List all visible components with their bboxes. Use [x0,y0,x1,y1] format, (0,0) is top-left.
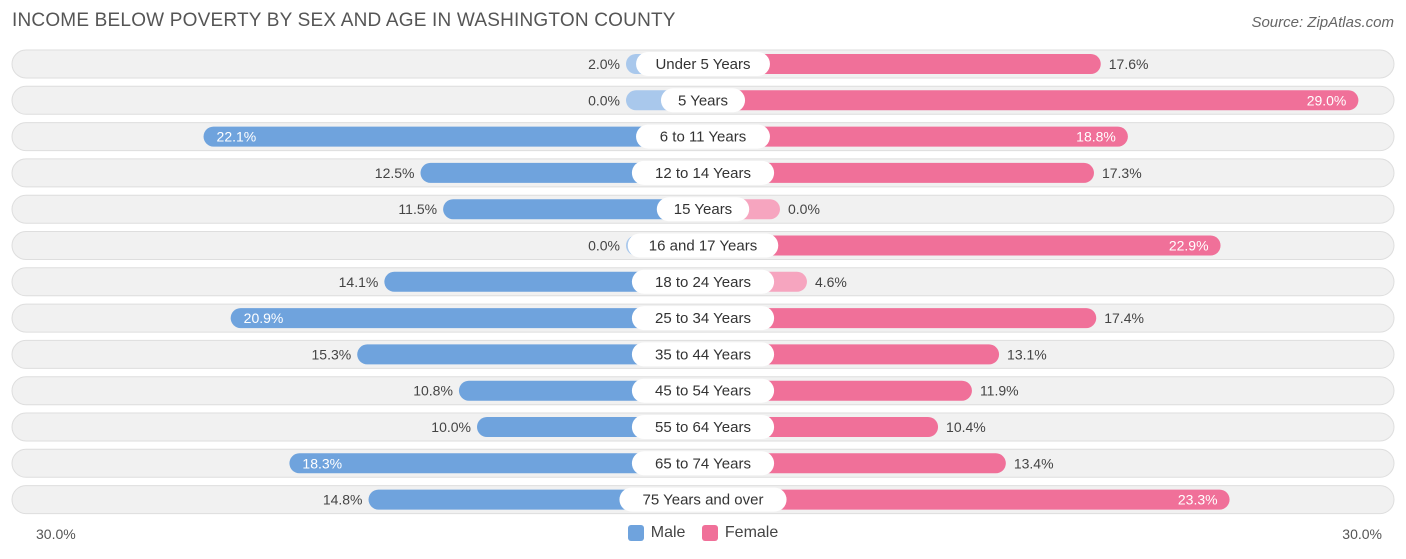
male-value-label: 18.3% [302,455,342,471]
category-label-bg [631,415,775,439]
female-value-label: 13.1% [1007,346,1047,362]
female-bar [703,344,1000,365]
male-value-label: 10.8% [413,383,453,399]
category-label: 65 to 74 Years [655,455,751,472]
axis-right-label: 30.0% [1342,526,1382,542]
male-value-label: 0.0% [588,92,620,108]
male-bar [357,344,703,365]
female-bar [703,126,1128,147]
male-value-label: 14.8% [323,492,363,508]
female-value-label: 0.0% [788,201,820,217]
legend-male-swatch [627,525,644,541]
female-value-label: 4.6% [815,274,847,290]
female-value-label: 17.6% [1109,56,1149,72]
female-bar [703,54,1101,74]
category-label-bg [631,160,775,185]
category-label-bg [619,487,787,512]
female-value-label: 22.9% [1169,238,1209,254]
male-bar [289,453,703,474]
female-value-label: 23.3% [1178,492,1218,508]
male-value-label: 12.5% [375,165,415,181]
category-label: 75 Years and over [643,492,764,509]
legend-female-label: Female [724,524,779,541]
category-label-bg [636,124,770,149]
male-bar [230,308,703,329]
chart-title: INCOME BELOW POVERTY BY SEX AND AGE IN W… [12,10,676,31]
category-label: 15 Years [674,201,732,218]
category-label: 35 to 44 Years [655,346,751,363]
category-label: 25 to 34 Years [655,310,751,327]
source-label: Source: ZipAtlas.com [1251,14,1394,31]
female-value-label: 17.4% [1104,310,1144,326]
category-label: 45 to 54 Years [655,383,751,400]
category-label: 6 to 11 Years [660,129,746,146]
female-bar [703,90,1359,111]
female-value-label: 29.0% [1307,92,1347,108]
female-bar [703,308,1097,329]
category-label-bg [656,197,750,222]
male-bar [443,199,703,220]
female-bar [703,162,1094,183]
category-label-bg [636,52,770,76]
male-value-label: 11.5% [398,201,437,217]
category-label: 12 to 14 Years [655,165,751,182]
category-label-bg [631,378,775,403]
female-bar [703,489,1230,510]
male-bar [384,271,703,292]
legend: Male Female [0,524,1406,546]
male-bar [420,162,703,183]
male-value-label: 10.0% [431,419,471,435]
female-value-label: 17.3% [1102,165,1142,181]
female-bar [703,235,1221,256]
male-value-label: 22.1% [217,129,257,145]
female-value-label: 10.4% [946,419,986,435]
legend-male: Male [627,524,686,542]
legend-female: Female [701,524,779,542]
category-label-bg [627,233,779,258]
category-label: Under 5 Years [655,56,750,73]
category-label: 5 Years [678,92,728,109]
male-bar [203,126,704,147]
female-bar [703,453,1006,474]
category-label-bg [631,306,775,331]
category-label: 18 to 24 Years [655,274,751,291]
male-value-label: 0.0% [588,238,620,254]
female-value-label: 11.9% [980,383,1019,399]
male-value-label: 2.0% [588,56,620,72]
axis-left-label: 30.0% [36,526,76,542]
male-bar [368,489,703,510]
category-label-bg [631,342,775,367]
male-value-label: 15.3% [312,346,352,362]
category-label: 55 to 64 Years [655,419,751,436]
category-label: 16 and 17 Years [649,238,757,255]
category-label-bg [631,269,775,294]
category-label-bg [660,88,746,113]
female-value-label: 13.4% [1014,455,1054,471]
male-value-label: 14.1% [339,274,379,290]
category-label-bg [631,451,775,476]
legend-female-swatch [701,525,718,541]
legend-male-label: Male [650,524,686,541]
female-value-label: 18.8% [1076,129,1116,145]
male-value-label: 20.9% [244,310,284,326]
